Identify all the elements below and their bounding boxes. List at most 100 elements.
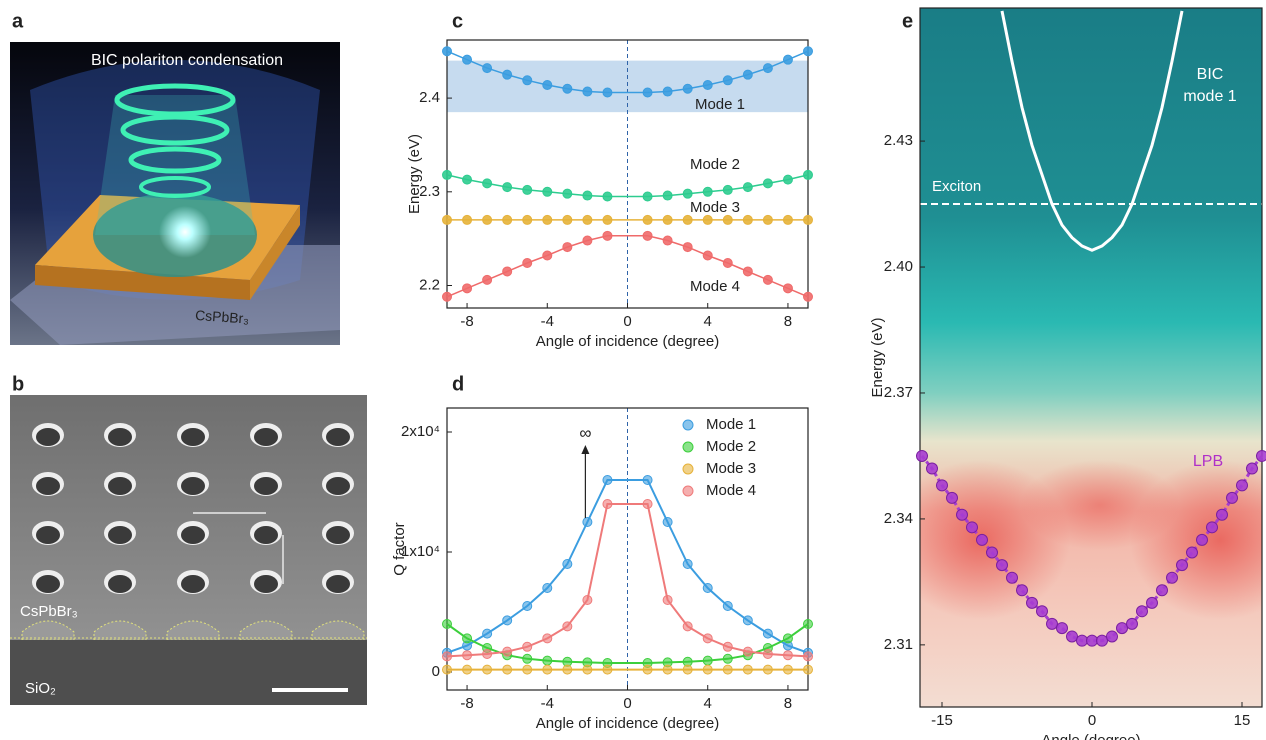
y-tick-label: 2.37 bbox=[884, 384, 913, 401]
data-point bbox=[723, 259, 732, 268]
data-point bbox=[783, 284, 792, 293]
data-point bbox=[683, 243, 692, 252]
data-point bbox=[663, 518, 672, 527]
data-point bbox=[1037, 606, 1048, 617]
data-point bbox=[703, 634, 712, 643]
hole bbox=[108, 575, 132, 593]
data-point bbox=[1017, 585, 1028, 596]
data-point bbox=[443, 665, 452, 674]
y-tick-label: 2.40 bbox=[884, 258, 913, 275]
data-point bbox=[1087, 635, 1098, 646]
data-point bbox=[987, 547, 998, 558]
x-tick-label: -8 bbox=[460, 695, 473, 712]
data-point bbox=[683, 665, 692, 674]
data-point bbox=[603, 231, 612, 240]
data-point bbox=[523, 185, 532, 194]
data-point bbox=[583, 596, 592, 605]
data-point bbox=[443, 215, 452, 224]
data-point bbox=[743, 647, 752, 656]
data-point bbox=[723, 602, 732, 611]
data-point bbox=[563, 189, 572, 198]
series-label: LPB bbox=[1188, 451, 1228, 473]
data-point bbox=[643, 476, 652, 485]
hole bbox=[36, 477, 60, 495]
data-point bbox=[503, 70, 512, 79]
data-point bbox=[1117, 623, 1128, 634]
data-point bbox=[503, 267, 512, 276]
data-point bbox=[763, 215, 772, 224]
data-point bbox=[997, 560, 1008, 571]
data-point bbox=[1147, 597, 1158, 608]
data-point bbox=[723, 642, 732, 651]
series-label: Mode 3 bbox=[690, 199, 740, 216]
data-point bbox=[663, 596, 672, 605]
page: {"panel_labels": ["a", "b", "c", "d", "e… bbox=[0, 0, 1266, 740]
hole bbox=[36, 428, 60, 446]
data-point bbox=[643, 665, 652, 674]
hole bbox=[108, 428, 132, 446]
hole bbox=[108, 526, 132, 544]
substrate-label: SiO₂ bbox=[25, 680, 56, 697]
data-point bbox=[1207, 522, 1218, 533]
hole bbox=[254, 428, 278, 446]
x-axis-label: Angle (degree) bbox=[1041, 732, 1140, 740]
data-point bbox=[583, 215, 592, 224]
data-point bbox=[743, 70, 752, 79]
data-point bbox=[483, 215, 492, 224]
y-axis-label: Energy (eV) bbox=[869, 317, 886, 397]
data-point bbox=[683, 215, 692, 224]
data-point bbox=[443, 652, 452, 661]
data-point bbox=[1247, 463, 1258, 474]
data-point bbox=[483, 629, 492, 638]
data-point bbox=[643, 192, 652, 201]
legend-marker bbox=[683, 420, 693, 430]
data-point bbox=[703, 187, 712, 196]
data-point bbox=[443, 292, 452, 301]
hole bbox=[181, 575, 205, 593]
hole bbox=[181, 526, 205, 544]
legend-marker bbox=[683, 486, 693, 496]
data-point bbox=[663, 665, 672, 674]
data-point bbox=[1187, 547, 1198, 558]
data-point bbox=[603, 665, 612, 674]
hole bbox=[181, 428, 205, 446]
data-point bbox=[543, 187, 552, 196]
heatmap bbox=[890, 8, 1266, 707]
y-tick-label: 2.4 bbox=[419, 89, 440, 106]
x-axis-label: Angle of incidence (degree) bbox=[536, 333, 719, 350]
panel-label: b bbox=[12, 373, 24, 395]
data-point bbox=[1007, 572, 1018, 583]
data-point bbox=[663, 215, 672, 224]
data-point bbox=[703, 665, 712, 674]
panel-label: e bbox=[902, 10, 913, 32]
data-point bbox=[503, 183, 512, 192]
series-label: Mode 4 bbox=[690, 278, 740, 295]
hole bbox=[36, 526, 60, 544]
series-line bbox=[447, 175, 808, 197]
data-point bbox=[1257, 450, 1266, 461]
data-point bbox=[463, 634, 472, 643]
arrow-head bbox=[581, 445, 589, 454]
data-point bbox=[743, 665, 752, 674]
data-point bbox=[743, 267, 752, 276]
data-point bbox=[643, 231, 652, 240]
data-point bbox=[804, 652, 813, 661]
data-point bbox=[683, 560, 692, 569]
legend-label: Mode 4 bbox=[706, 482, 756, 499]
data-point bbox=[1217, 509, 1228, 520]
data-point bbox=[563, 243, 572, 252]
data-point bbox=[1077, 635, 1088, 646]
data-point bbox=[957, 509, 968, 520]
data-point bbox=[443, 47, 452, 56]
data-point bbox=[563, 665, 572, 674]
data-point bbox=[603, 192, 612, 201]
legend-label: Mode 2 bbox=[706, 438, 756, 455]
data-point bbox=[783, 651, 792, 660]
data-point bbox=[783, 215, 792, 224]
data-point bbox=[1197, 534, 1208, 545]
data-point bbox=[523, 642, 532, 651]
data-point bbox=[583, 665, 592, 674]
x-tick-label: -15 bbox=[931, 712, 953, 729]
series-label: BIC mode 1 bbox=[1180, 64, 1240, 108]
legend-marker bbox=[683, 442, 693, 452]
